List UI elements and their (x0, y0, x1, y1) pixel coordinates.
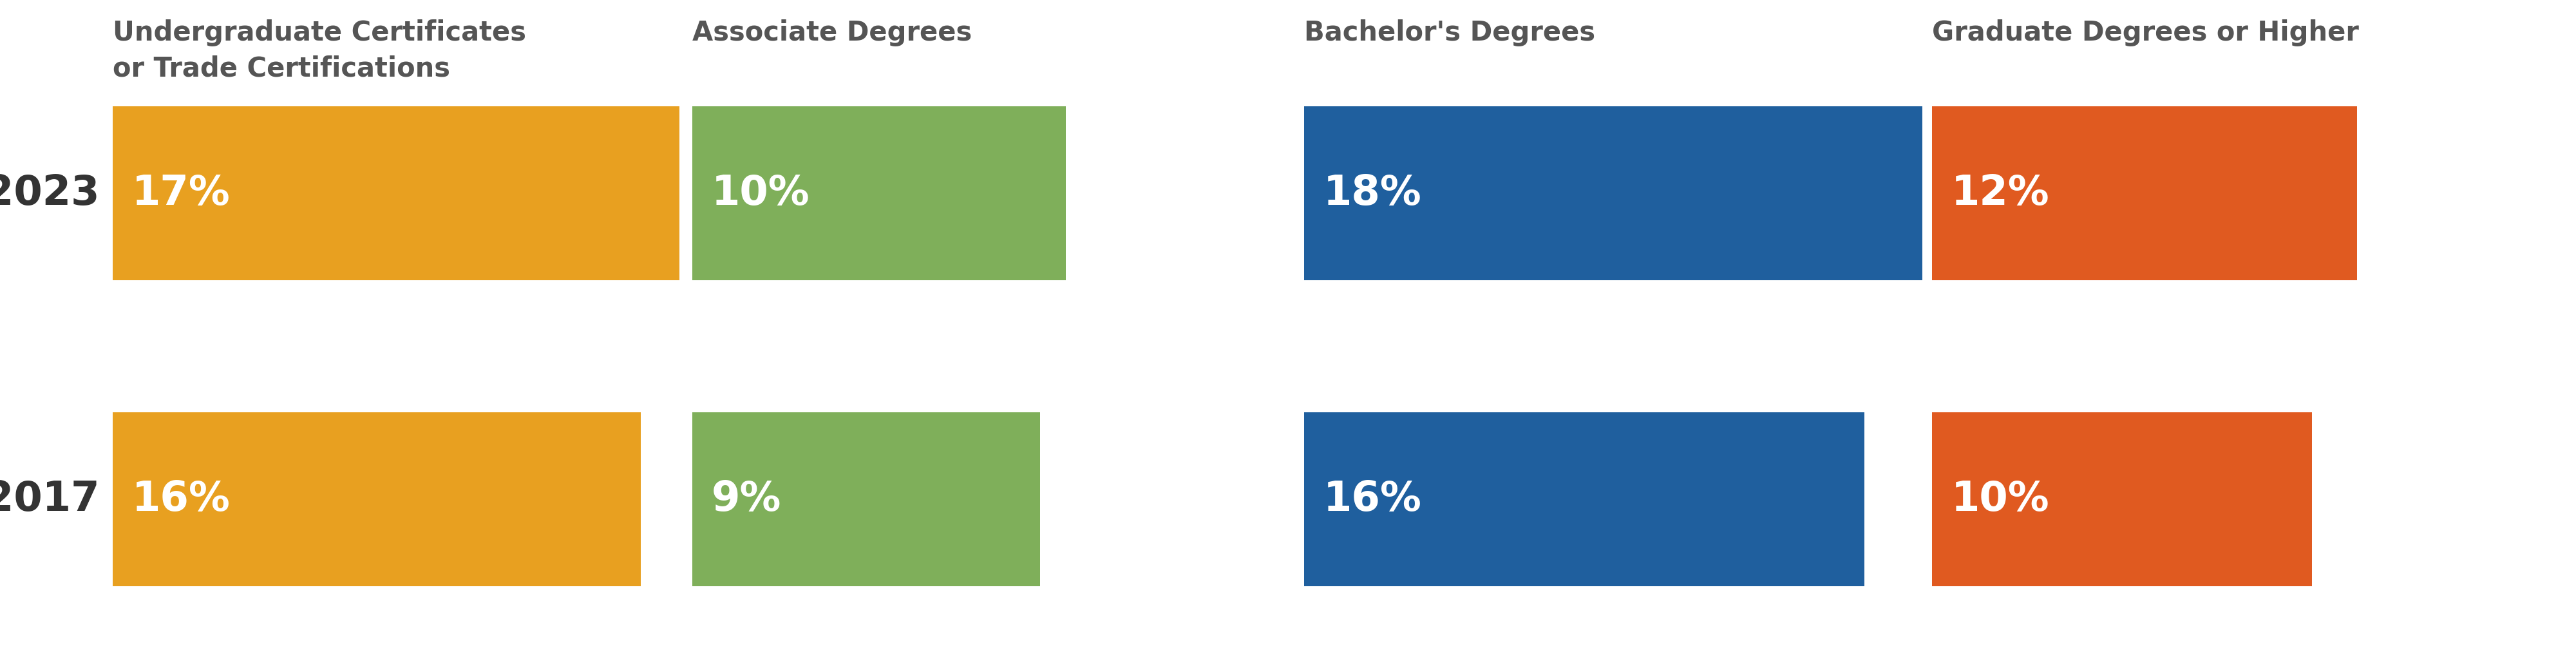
FancyBboxPatch shape (693, 107, 1066, 280)
Text: 10%: 10% (1953, 479, 2050, 519)
Text: 18%: 18% (1324, 174, 1422, 213)
FancyBboxPatch shape (693, 412, 1041, 586)
Text: 16%: 16% (1324, 479, 1422, 519)
Text: 9%: 9% (711, 479, 781, 519)
FancyBboxPatch shape (1303, 107, 1922, 280)
Text: Associate Degrees: Associate Degrees (693, 20, 971, 46)
FancyBboxPatch shape (113, 412, 641, 586)
FancyBboxPatch shape (1303, 412, 1865, 586)
Text: Bachelor's Degrees: Bachelor's Degrees (1303, 20, 1595, 46)
Text: 16%: 16% (131, 479, 229, 519)
Text: 12%: 12% (1953, 174, 2050, 213)
FancyBboxPatch shape (1932, 412, 2313, 586)
Text: 2017: 2017 (0, 479, 100, 519)
Text: 2023: 2023 (0, 174, 100, 213)
Text: 17%: 17% (131, 174, 229, 213)
Text: Graduate Degrees or Higher: Graduate Degrees or Higher (1932, 20, 2360, 46)
Text: Undergraduate Certificates
or Trade Certifications: Undergraduate Certificates or Trade Cert… (113, 20, 526, 82)
FancyBboxPatch shape (1932, 107, 2357, 280)
FancyBboxPatch shape (113, 107, 680, 280)
Text: 10%: 10% (711, 174, 809, 213)
